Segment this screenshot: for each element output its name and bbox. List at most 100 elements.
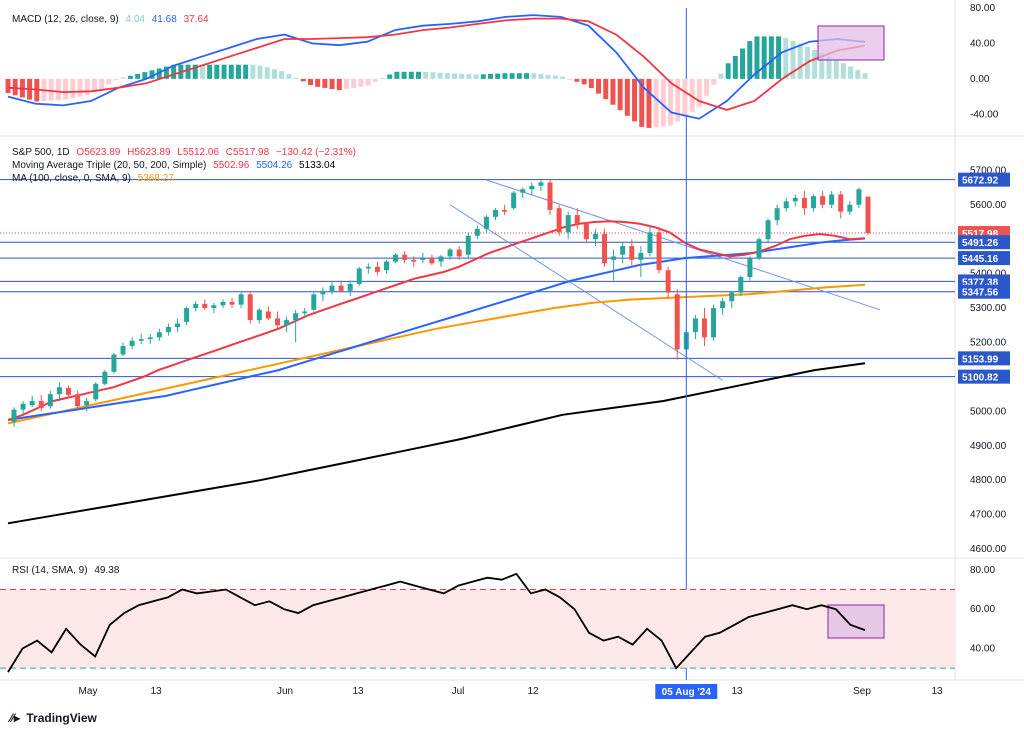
price-axis-tick: 5300.00 xyxy=(970,303,1007,314)
macd-histogram-bar xyxy=(127,75,133,79)
macd-histogram-bar xyxy=(660,78,666,127)
macd-histogram-bar xyxy=(221,64,227,79)
candle-body xyxy=(302,311,308,314)
macd-histogram-bar xyxy=(300,78,306,82)
macd-histogram-bar xyxy=(502,73,508,79)
candle-body xyxy=(483,216,489,229)
candle-body xyxy=(75,394,81,407)
candle-body xyxy=(365,266,371,269)
macd-histogram-bar xyxy=(372,78,378,82)
ma100-title: MA (100, close, 0, SMA, 9) xyxy=(12,173,131,184)
macd-histogram-bar xyxy=(826,56,832,79)
candle-body xyxy=(765,220,771,240)
macd-histogram-bar xyxy=(163,66,169,79)
candle-body xyxy=(420,258,426,260)
candle-body xyxy=(84,401,90,406)
macd-histogram-bar xyxy=(495,73,501,79)
macd-histogram-bar xyxy=(106,78,112,85)
macd-histogram-bar xyxy=(459,73,465,79)
candle-body xyxy=(756,239,762,259)
macd-histogram-bar xyxy=(156,68,162,79)
price-level-tag xyxy=(958,235,1010,250)
macd-histogram-bar xyxy=(862,73,868,79)
candle-body xyxy=(701,318,707,338)
price-level-tag-text: 5491.26 xyxy=(962,238,999,249)
macd-legend: MACD (12, 26, close, 9) 4.04 41.68 37.64 xyxy=(12,13,213,26)
macd-histogram-bar xyxy=(257,65,263,79)
macd-axis-tick: 0.00 xyxy=(970,74,990,85)
highlight-box xyxy=(817,25,885,61)
macd-histogram-bar xyxy=(12,78,18,96)
candle-body xyxy=(284,320,290,326)
macd-histogram-bar xyxy=(351,78,357,89)
price-axis-tick: 4900.00 xyxy=(970,441,1007,452)
macd-histogram-bar xyxy=(581,78,587,85)
price-level-tag-text: 5377.38 xyxy=(962,277,999,288)
macd-axis-tick: 40.00 xyxy=(970,38,995,49)
ohlc-close: C5517.98 xyxy=(225,147,270,158)
price-level-tag-text: 5153.99 xyxy=(962,354,999,365)
candle-body xyxy=(202,303,208,309)
ma20-line xyxy=(7,220,866,421)
candle-body xyxy=(184,308,190,322)
macd-histogram-bar xyxy=(624,78,630,116)
candle-body xyxy=(393,254,399,262)
macd-histogram-bar xyxy=(531,73,537,79)
macd-histogram-bar xyxy=(668,78,674,126)
macd-histogram-bar xyxy=(790,40,796,79)
macd-histogram-bar xyxy=(329,78,335,90)
candle-body xyxy=(711,308,717,338)
ma100-line xyxy=(7,283,866,425)
price-level-tag-text: 5672.92 xyxy=(962,176,999,187)
macd-axis-tick: 80.00 xyxy=(970,3,995,14)
time-axis-label: 12 xyxy=(527,686,539,697)
candle-body xyxy=(465,235,471,255)
symbol-title: S&P 500, 1D xyxy=(12,147,70,158)
macd-histogram-bar xyxy=(336,78,342,91)
macd-histogram-bar xyxy=(423,71,429,79)
macd-histogram-bar xyxy=(732,55,738,79)
candle-body xyxy=(747,258,753,278)
candle-body xyxy=(265,311,271,319)
candle-body xyxy=(474,228,480,236)
ohlc-high: H5623.89 xyxy=(127,147,171,158)
candle-body xyxy=(602,234,608,264)
macd-histogram-bar xyxy=(135,73,141,79)
candle-body xyxy=(665,270,671,293)
macd-histogram-bar xyxy=(415,71,421,79)
macd-histogram-bar xyxy=(185,64,191,79)
highlight-box xyxy=(827,604,885,639)
price-axis-tick: 5000.00 xyxy=(970,406,1007,417)
macd-histogram-bar xyxy=(747,41,753,79)
macd-histogram-bar xyxy=(286,74,292,79)
ohlc-change: −130.42 (−2.31%) xyxy=(275,147,357,158)
macd-histogram-bar xyxy=(704,78,710,96)
tradingview-brand: ⁄⁄▸ TradingView xyxy=(10,711,97,725)
candle-body xyxy=(774,208,780,221)
candle-body xyxy=(11,409,17,422)
rsi-legend: RSI (14, SMA, 9) 49.38 xyxy=(12,564,123,577)
ma100-value: 5368.27 xyxy=(137,173,174,184)
macd-histogram-bar xyxy=(538,73,544,79)
candle-body xyxy=(647,232,653,253)
macd-histogram-bar xyxy=(797,43,803,79)
candle-body xyxy=(56,387,62,395)
candle-body xyxy=(147,337,153,340)
time-axis-label: 13 xyxy=(352,686,364,697)
time-axis-label: 13 xyxy=(731,686,743,697)
candle-body xyxy=(638,252,644,260)
macd-histogram-bar xyxy=(271,69,277,79)
candle-body xyxy=(383,261,389,271)
macd-histogram-bar xyxy=(70,78,76,99)
ma-triple-title: Moving Average Triple (20, 50, 200, Simp… xyxy=(12,160,207,171)
macd-histogram-bar xyxy=(279,71,285,79)
rsi-axis-tick: 60.00 xyxy=(970,604,995,615)
candle-body xyxy=(93,383,99,400)
macd-histogram-bar xyxy=(55,78,61,101)
macd-histogram-bar xyxy=(207,64,213,79)
macd-histogram-bar xyxy=(840,63,846,79)
price-level-tag xyxy=(958,251,1010,266)
macd-histogram-bar xyxy=(653,78,659,128)
candle-body xyxy=(865,196,871,234)
